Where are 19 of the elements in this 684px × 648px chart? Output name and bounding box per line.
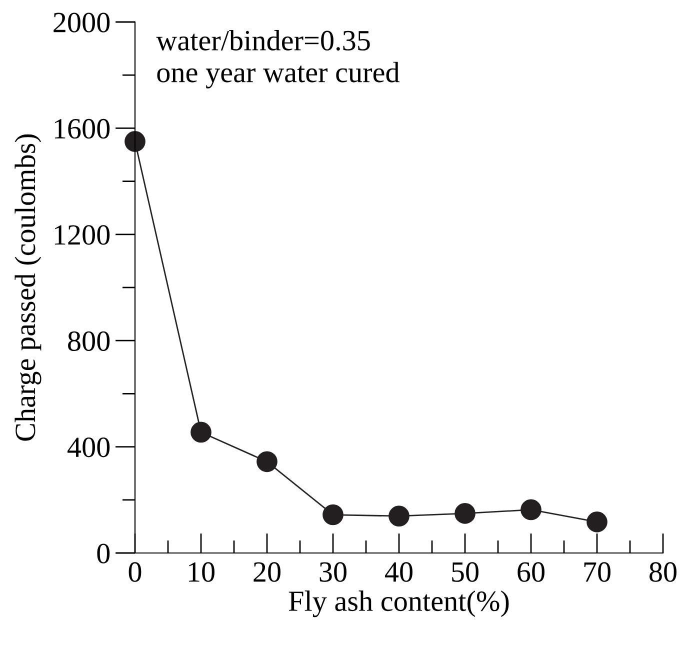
x-tick-label: 10 — [188, 562, 214, 582]
y-tick-label: 400 — [68, 438, 110, 458]
x-tick-label: 50 — [452, 562, 478, 582]
y-tick-label: 1200 — [54, 225, 110, 245]
x-tick-label: 70 — [584, 562, 610, 582]
y-tick-label: 1600 — [54, 118, 110, 139]
y-tick-label: 800 — [68, 331, 110, 352]
x-tick-label: 0 — [128, 562, 142, 582]
x-tick-label: 60 — [518, 562, 544, 582]
x-tick-label: 20 — [254, 562, 280, 582]
x-tick-label: 80 — [650, 562, 676, 582]
y-tick-label: 0 — [97, 544, 110, 564]
y-tick-label: 2000 — [54, 12, 110, 32]
annotation: one year water cured — [157, 62, 400, 88]
x-tick-label: 40 — [384, 562, 412, 582]
x-tick-label: 30 — [320, 562, 346, 582]
annotation: water/binder=0.35 — [156, 30, 370, 51]
x-axis-title: Fly ash content(%) — [288, 590, 509, 618]
y-axis-title: Charge passed (coulombs) — [14, 134, 42, 441]
